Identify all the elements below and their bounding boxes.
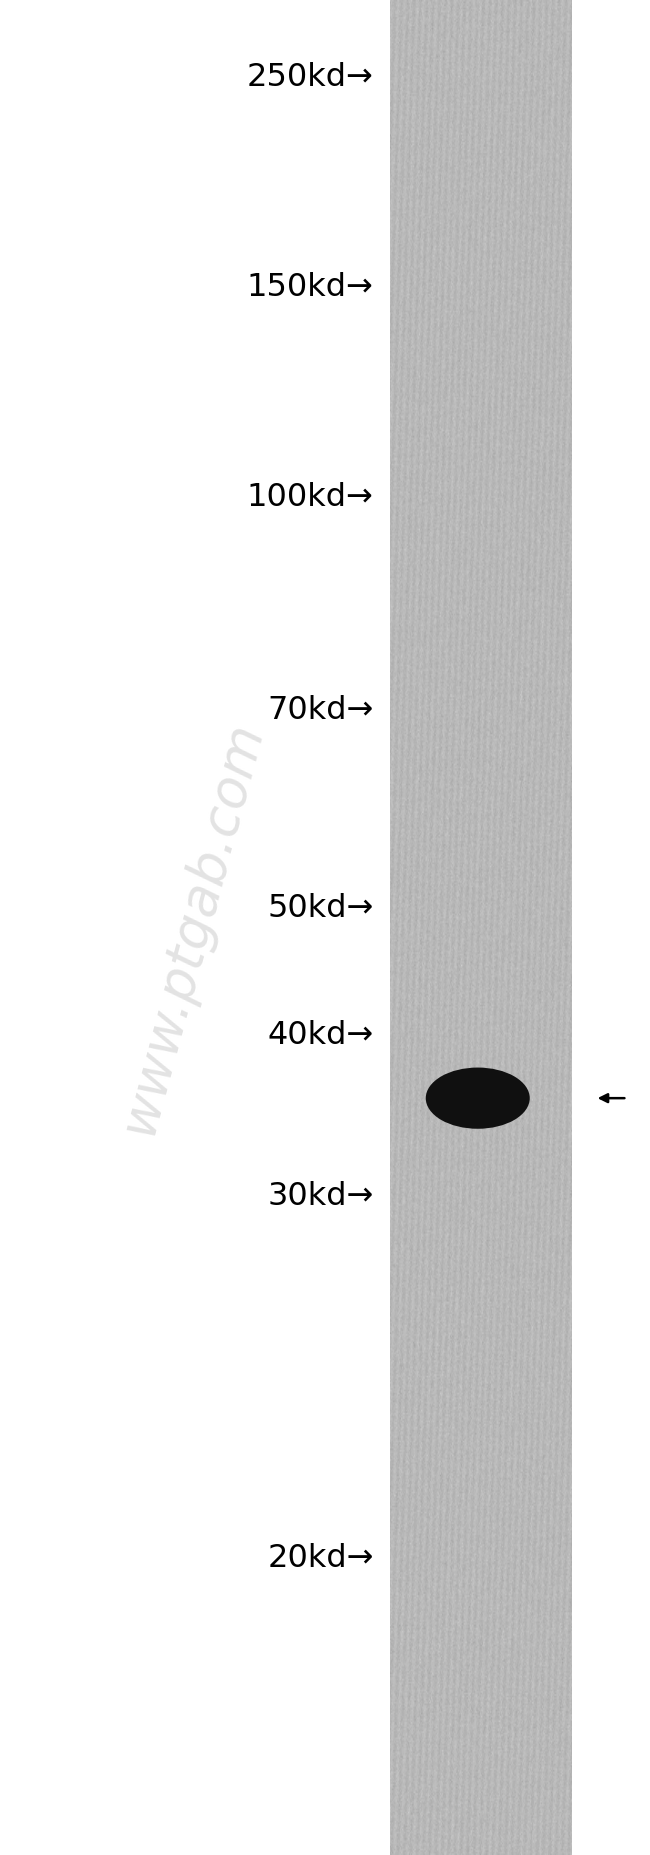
Text: www.ptgab.com: www.ptgab.com <box>112 716 272 1139</box>
Text: 70kd→: 70kd→ <box>267 696 374 725</box>
Ellipse shape <box>426 1067 530 1128</box>
Text: 100kd→: 100kd→ <box>247 482 374 512</box>
Text: 40kd→: 40kd→ <box>268 1020 374 1050</box>
Bar <box>390 0 572 1855</box>
Text: 20kd→: 20kd→ <box>267 1543 374 1573</box>
Text: 50kd→: 50kd→ <box>267 894 374 924</box>
Text: 150kd→: 150kd→ <box>247 273 374 302</box>
Text: 250kd→: 250kd→ <box>247 63 374 93</box>
Text: 30kd→: 30kd→ <box>267 1182 374 1211</box>
